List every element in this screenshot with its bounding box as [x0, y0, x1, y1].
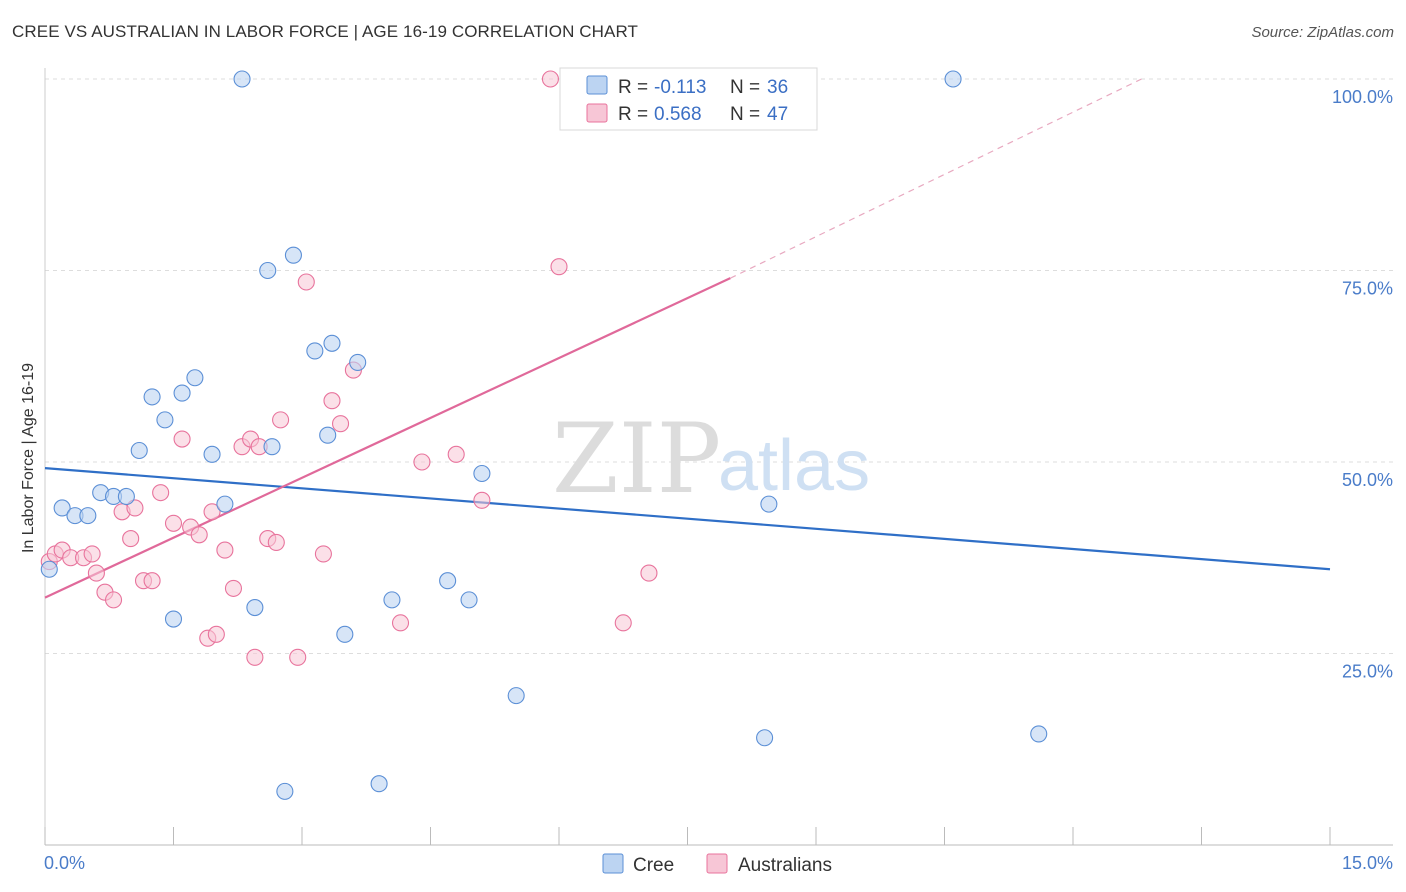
- australians-point-10: [122, 530, 140, 548]
- australians-point-21: [207, 625, 225, 643]
- bottom-legend-cree-swatch: [602, 853, 624, 874]
- cree-point-32: [756, 729, 774, 747]
- australians-point-22: [216, 541, 234, 559]
- australians-point-6: [87, 564, 105, 582]
- australians-point-8: [104, 591, 123, 609]
- cree-point-0: [40, 560, 58, 578]
- y-axis-label: In Labor Force | Age 16-19: [20, 363, 37, 553]
- bottom-legend-australians-swatch: [706, 853, 728, 874]
- australians-point-14: [152, 484, 170, 502]
- cree-point-30: [473, 464, 491, 483]
- cree-point-23: [323, 334, 341, 352]
- cree-point-22: [319, 426, 337, 444]
- cree-point-27: [383, 591, 401, 609]
- x-tick-label-1: 15.0%: [1342, 853, 1393, 873]
- tick-labels: 100.0% 75.0% 50.0% 25.0% 0.0% 15.0%: [44, 87, 1393, 873]
- axes: [44, 68, 1393, 846]
- stats-legend: R = -0.113 N = 36 R = 0.568 N = 47: [559, 67, 818, 131]
- australians-point-20: [203, 503, 221, 521]
- y-tick-label-0: 100.0%: [1332, 87, 1393, 107]
- x-tick-label-0: 0.0%: [44, 853, 85, 873]
- cree-point-15: [233, 70, 251, 88]
- legend-cree-n-value: 36: [767, 77, 788, 98]
- cree-trend-line: [44, 467, 1331, 571]
- cree-point-21: [306, 342, 324, 360]
- legend-australians-r-value: 0.568: [654, 104, 702, 125]
- cree-point-12: [186, 369, 204, 387]
- australians-point-38: [413, 453, 431, 471]
- cree-point-9: [156, 411, 174, 429]
- cree-point-13: [203, 445, 221, 463]
- bottom-legend-australians-label: Australians: [738, 855, 832, 876]
- data-points: [40, 70, 1048, 800]
- cree-point-11: [173, 384, 191, 402]
- legend-australians-swatch: [586, 103, 608, 123]
- australians-point-46: [640, 564, 658, 582]
- cree-point-16: [246, 598, 264, 617]
- australians-point-30: [272, 411, 290, 429]
- legend-cree-r-label: R =: [618, 77, 648, 98]
- australians-point-33: [314, 545, 332, 563]
- bottom-legend-cree-label: Cree: [633, 855, 674, 876]
- australians-point-32: [297, 273, 315, 291]
- source-credit: Source: ZipAtlas.com: [1251, 24, 1394, 41]
- cree-point-24: [336, 625, 354, 643]
- cree-point-17: [259, 261, 277, 280]
- australians-point-5: [83, 545, 101, 563]
- series-legend: Cree Australians: [602, 853, 832, 876]
- cree-point-26: [370, 775, 388, 793]
- cree-point-14: [216, 495, 234, 513]
- legend-australians-n-value: 47: [767, 104, 788, 125]
- legend-cree-swatch: [586, 75, 608, 95]
- legend-australians-r-label: R =: [618, 104, 648, 125]
- cree-point-28: [439, 572, 457, 590]
- australians-point-16: [173, 430, 191, 448]
- cree-point-10: [164, 610, 183, 628]
- watermark-atlas: atlas: [718, 426, 870, 506]
- cree-point-33: [760, 495, 778, 513]
- cree-point-6: [117, 487, 135, 506]
- australians-point-45: [614, 614, 632, 632]
- australians-point-23: [224, 579, 243, 597]
- australians-point-42: [550, 258, 568, 276]
- watermark: ZIP atlas: [552, 403, 870, 515]
- australians-point-31: [289, 648, 307, 666]
- cree-point-35: [1030, 725, 1048, 743]
- cree-point-19: [276, 782, 294, 800]
- australians-trend-line: [44, 277, 731, 599]
- cree-point-8: [143, 388, 161, 406]
- australians-point-29: [267, 533, 285, 551]
- legend-australians-n-label: N =: [730, 104, 760, 125]
- australians-point-39: [447, 445, 465, 463]
- cree-point-29: [460, 591, 478, 609]
- australians-point-37: [391, 614, 410, 632]
- cree-point-18: [263, 438, 281, 456]
- cree-point-1: [53, 499, 71, 517]
- cree-point-3: [79, 507, 97, 525]
- chart-title: CREE VS AUSTRALIAN IN LABOR FORCE | AGE …: [12, 22, 639, 41]
- australians-point-18: [190, 526, 208, 544]
- cree-point-7: [130, 441, 148, 460]
- watermark-zip: ZIP: [552, 403, 721, 515]
- cree-point-34: [944, 70, 962, 88]
- australians-point-40: [473, 491, 491, 509]
- australians-point-26: [246, 648, 264, 666]
- y-tick-label-2: 50.0%: [1342, 470, 1393, 490]
- cree-point-20: [284, 246, 302, 264]
- australians-point-15: [164, 514, 183, 532]
- australians-point-34: [323, 392, 341, 410]
- y-tick-label-1: 75.0%: [1342, 279, 1393, 299]
- australians-point-41: [541, 70, 559, 88]
- australians-point-35: [331, 415, 350, 433]
- cree-point-31: [507, 687, 525, 705]
- y-tick-label-3: 25.0%: [1342, 662, 1393, 682]
- australians-point-13: [143, 572, 161, 590]
- grid-lines: [45, 78, 1393, 654]
- trend-lines: [44, 78, 1331, 599]
- cree-point-25: [349, 353, 367, 371]
- legend-cree-r-value: -0.113: [654, 77, 706, 98]
- australians-point-11: [126, 499, 144, 517]
- legend-cree-n-label: N =: [730, 77, 760, 98]
